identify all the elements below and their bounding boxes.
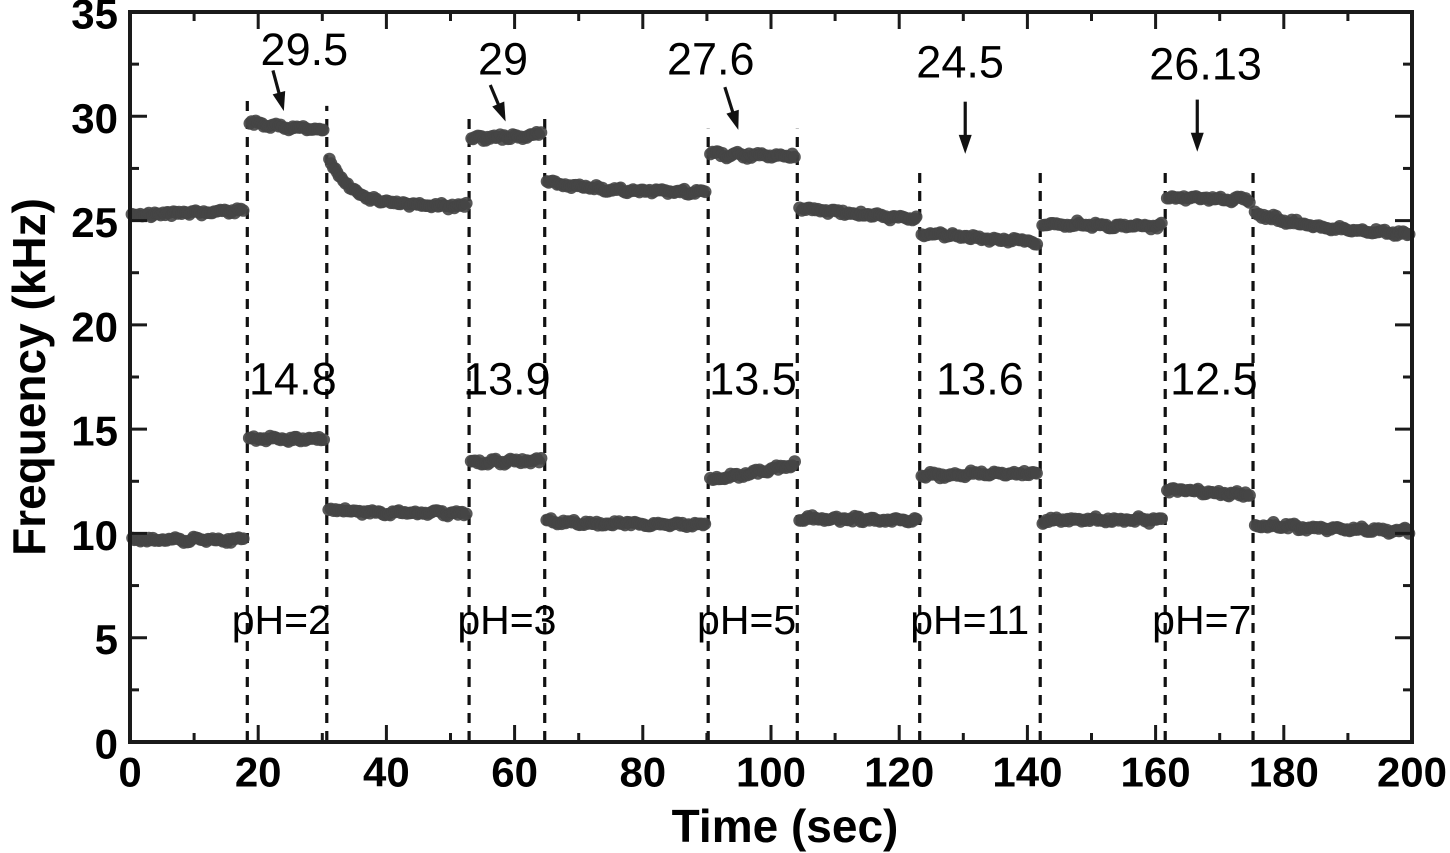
tick-marks <box>128 10 1414 744</box>
svg-text:80: 80 <box>619 748 666 795</box>
ph-region-dashed-lines <box>245 99 1255 741</box>
svg-text:14.8: 14.8 <box>249 354 337 405</box>
y-axis-title: Frequency (kHz) <box>3 198 55 556</box>
svg-text:20: 20 <box>71 303 118 350</box>
svg-text:180: 180 <box>1249 748 1319 795</box>
svg-text:13.9: 13.9 <box>463 354 551 405</box>
tick-labels: 0 20 40 60 80 100 120 140 160 180 200 0 5 10 15 20 25 30 3… <box>71 0 1447 795</box>
svg-text:13.6: 13.6 <box>936 354 1024 405</box>
svg-text:12.5: 12.5 <box>1170 354 1258 405</box>
svg-text:5: 5 <box>95 616 118 663</box>
svg-text:24.5: 24.5 <box>916 37 1004 88</box>
data-points-lower <box>126 429 1416 549</box>
svg-text:pH=3: pH=3 <box>457 597 556 643</box>
svg-text:pH=2: pH=2 <box>232 597 331 643</box>
svg-text:pH=7: pH=7 <box>1152 597 1251 643</box>
svg-text:pH=11: pH=11 <box>910 597 1029 643</box>
svg-text:25: 25 <box>71 199 118 246</box>
ph-labels: pH=2 pH=3 pH=5 pH=11 pH=7 <box>232 597 1252 643</box>
svg-text:pH=5: pH=5 <box>697 597 796 643</box>
svg-text:13.5: 13.5 <box>709 354 797 405</box>
svg-text:20: 20 <box>235 748 282 795</box>
svg-text:30: 30 <box>71 95 118 142</box>
svg-text:160: 160 <box>1121 748 1191 795</box>
svg-text:15: 15 <box>71 408 118 455</box>
svg-text:26.13: 26.13 <box>1149 39 1262 90</box>
svg-text:35: 35 <box>71 0 118 38</box>
svg-text:0: 0 <box>118 748 141 795</box>
svg-text:40: 40 <box>363 748 410 795</box>
svg-text:200: 200 <box>1377 748 1447 795</box>
svg-text:120: 120 <box>864 748 934 795</box>
svg-text:0: 0 <box>95 721 118 768</box>
svg-text:27.6: 27.6 <box>667 33 755 84</box>
svg-text:29.5: 29.5 <box>261 24 349 75</box>
x-axis-title: Time (sec) <box>671 800 899 852</box>
data-points-upper <box>125 114 1416 251</box>
annotations: 29.5 29 27.6 24.5 26.13 14.8 13.9 13.5 13.6 12.5 <box>249 24 1262 405</box>
svg-text:140: 140 <box>992 748 1062 795</box>
svg-text:100: 100 <box>736 748 806 795</box>
svg-text:10: 10 <box>71 512 118 559</box>
svg-text:60: 60 <box>491 748 538 795</box>
svg-text:29: 29 <box>478 33 528 84</box>
